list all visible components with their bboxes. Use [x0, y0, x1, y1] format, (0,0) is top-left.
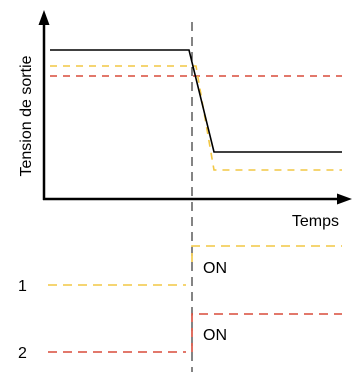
- signal-2-label: 2: [18, 345, 27, 362]
- signal-2-on-label: ON: [203, 327, 227, 344]
- y-axis-label: Tension de sortie: [18, 55, 35, 176]
- x-axis-arrow-icon: [337, 193, 352, 205]
- y-axis-arrow-icon: [38, 10, 50, 25]
- signal-1-on-label: ON: [203, 260, 227, 277]
- signal-2-on-segment: [191, 313, 342, 352]
- signal-1-on-segment: [191, 245, 342, 262]
- signal-1-label: 1: [18, 278, 27, 295]
- x-axis-label: Temps: [292, 213, 339, 230]
- output-voltage-curve: [50, 49, 342, 153]
